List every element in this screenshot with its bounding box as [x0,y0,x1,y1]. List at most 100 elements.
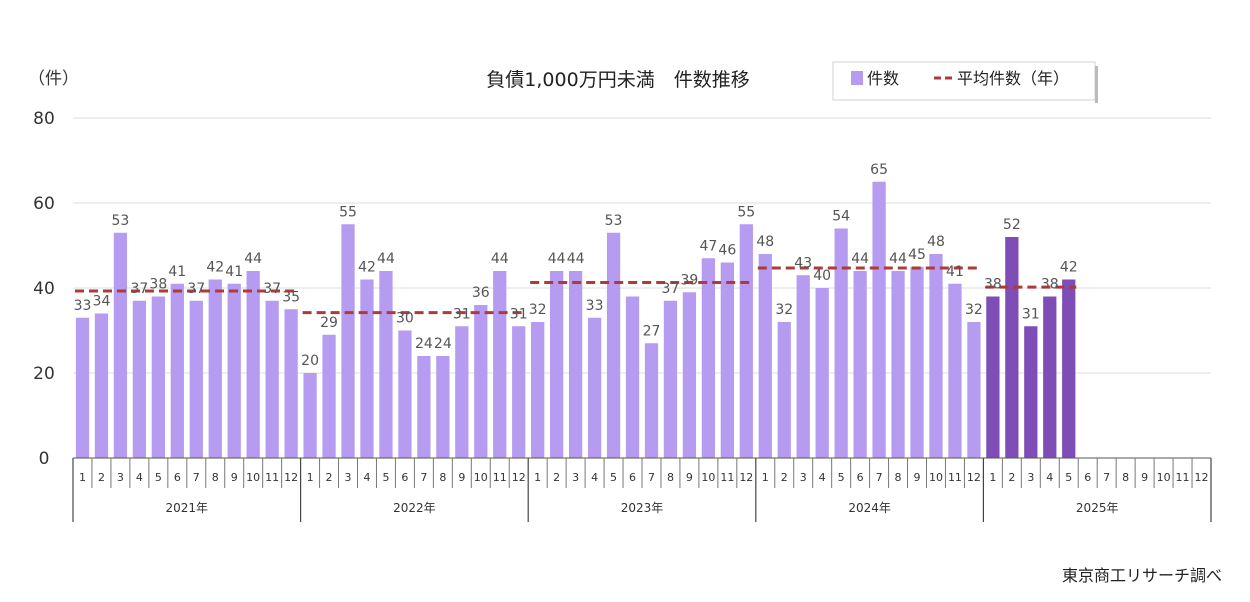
bar [436,356,450,458]
data-label: 34 [93,294,111,310]
data-label: 45 [908,247,926,263]
data-label: 36 [472,285,490,301]
data-label: 41 [168,264,186,280]
month-label: 11 [493,471,507,484]
bar [587,317,602,458]
month-label: 2 [1008,471,1015,484]
data-label: 44 [567,251,585,267]
data-label: 33 [586,298,604,314]
month-label: 5 [382,471,389,484]
data-label: 53 [605,213,623,229]
month-label: 9 [686,471,693,484]
year-label: 2025年 [1076,501,1119,515]
month-label: 11 [948,471,962,484]
source-note: 東京商工リサーチ調べ [1062,566,1222,585]
data-label: 48 [927,234,945,250]
data-label: 54 [832,209,850,225]
year-label: 2024年 [848,501,891,515]
data-label: 32 [775,302,793,318]
bar [94,313,109,458]
data-label: 44 [491,251,509,267]
month-label: 9 [914,471,921,484]
bar [967,322,981,458]
month-label: 4 [1046,471,1053,484]
bar [644,343,659,458]
month-label: 8 [1122,471,1129,484]
bar [663,300,678,458]
bar [474,305,488,458]
bar [417,356,431,458]
data-label: 37 [187,281,205,297]
data-label: 47 [699,238,717,254]
year-label: 2021年 [166,501,209,515]
y-axis-ticks: 0 20 40 60 80 [33,109,55,469]
bar [682,292,697,458]
month-label: 6 [174,471,181,484]
month-label: 12 [967,471,981,484]
data-label: 44 [377,251,395,267]
month-label: 7 [193,471,200,484]
month-label: 11 [720,471,734,484]
month-label: 5 [155,471,162,484]
average-lines [75,266,1077,315]
y-tick-label: 20 [33,364,55,384]
y-tick-label: 0 [39,449,50,469]
data-label: 44 [548,251,566,267]
month-label: 2 [781,471,788,484]
bar [1024,326,1038,458]
bar [796,275,810,458]
legend-bar-swatch [851,71,863,85]
month-label: 4 [819,471,826,484]
data-label: 65 [870,162,888,178]
data-label: 31 [1022,306,1040,322]
month-label: 6 [857,471,864,484]
month-label: 1 [307,471,314,484]
month-label: 1 [79,471,86,484]
month-label: 12 [1195,471,1209,484]
data-label: 44 [851,251,869,267]
data-label: 31 [453,306,471,322]
bar [113,232,128,458]
data-label: 32 [529,302,547,318]
bar [701,258,716,458]
bar [568,271,583,458]
data-label: 44 [889,251,907,267]
data-label: 38 [1041,277,1059,293]
month-label: 6 [401,471,408,484]
bar [208,279,222,458]
month-label: 8 [895,471,902,484]
month-label: 7 [420,471,427,484]
bar [170,283,184,458]
bar [493,271,507,458]
data-label: 41 [946,264,964,280]
bar [341,224,355,458]
month-label: 2 [326,471,333,484]
data-label: 32 [965,302,983,318]
bar [891,271,905,458]
month-label: 2 [98,471,105,484]
bar [322,334,336,458]
month-label: 3 [117,471,124,484]
bar [834,228,848,458]
month-label: 10 [474,471,488,484]
bars [75,181,1076,458]
month-label: 6 [1084,471,1091,484]
month-label: 12 [512,471,526,484]
bar [625,296,640,458]
data-label: 55 [737,204,755,220]
month-label: 7 [1103,471,1110,484]
bar [929,254,943,458]
data-label: 38 [984,277,1002,293]
month-label: 3 [345,471,352,484]
y-axis-unit: （件） [28,69,79,89]
bar [720,262,734,458]
data-label: 37 [263,281,281,297]
bar [132,300,147,458]
data-label: 42 [358,260,376,276]
legend-box-shadow [1095,66,1098,103]
bar [379,271,393,458]
month-label: 10 [246,471,260,484]
month-label: 11 [1176,471,1190,484]
y-tick-label: 60 [33,194,55,214]
